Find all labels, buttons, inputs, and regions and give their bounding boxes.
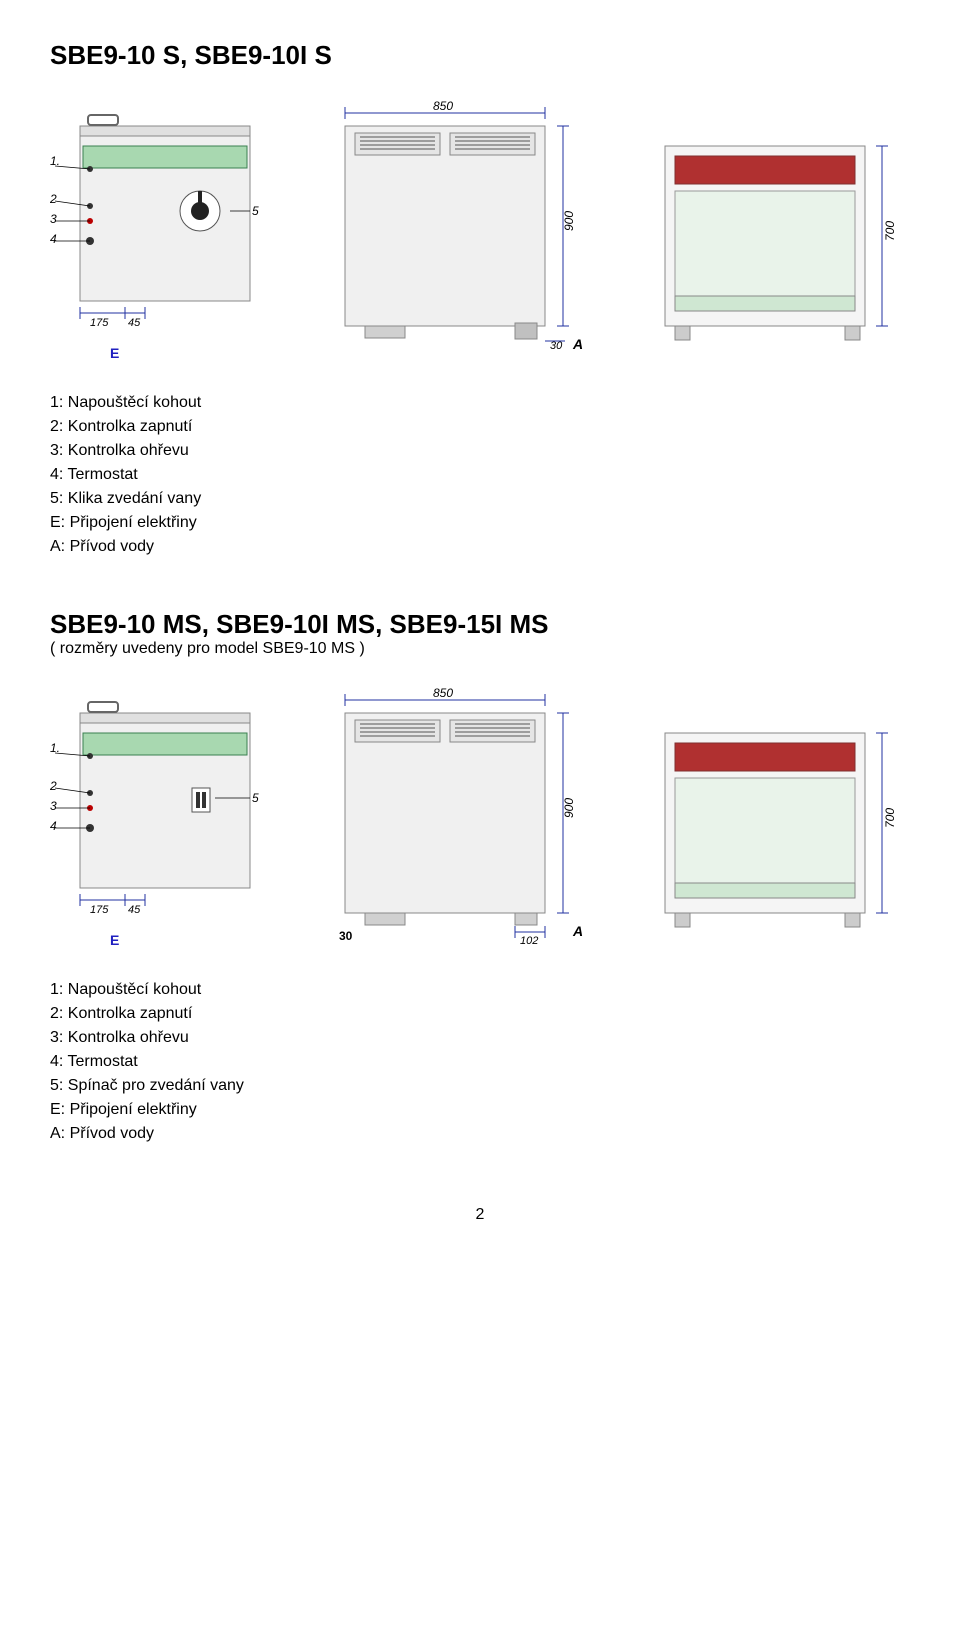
legend-line: A: Přívod vody xyxy=(50,1122,910,1146)
page-number: 2 xyxy=(50,1206,910,1224)
legend-1: 1: Napouštěcí kohout 2: Kontrolka zapnut… xyxy=(50,391,910,559)
main-view-svg-2: 850 900 30 102 A xyxy=(315,688,595,948)
legend-line: 1: Napouštěcí kohout xyxy=(50,978,910,1002)
svg-text:4: 4 xyxy=(50,819,57,833)
legend-line: 2: Kontrolka zapnutí xyxy=(50,1002,910,1026)
svg-text:2: 2 xyxy=(50,192,57,206)
svg-text:900: 900 xyxy=(562,211,576,231)
svg-text:2: 2 xyxy=(50,779,57,793)
svg-text:5: 5 xyxy=(252,204,259,218)
svg-text:A: A xyxy=(572,923,583,939)
legend-line: 4: Termostat xyxy=(50,463,910,487)
side-view-svg: 700 xyxy=(650,131,910,361)
main-view-svg: 850 900 30 A xyxy=(315,101,595,361)
svg-text:3: 3 xyxy=(50,212,57,226)
svg-text:700: 700 xyxy=(883,808,897,828)
caption-e-1: E xyxy=(110,345,119,361)
legend-line: 3: Kontrolka ohřevu xyxy=(50,1026,910,1050)
svg-text:700: 700 xyxy=(883,221,897,241)
svg-text:850: 850 xyxy=(433,688,453,700)
legend-line: 5: Spínač pro zvedání vany xyxy=(50,1074,910,1098)
svg-text:175: 175 xyxy=(90,904,109,916)
diagram-row-1: 1. 2 3 4 5 175 45 E 850 xyxy=(50,101,910,361)
svg-text:4: 4 xyxy=(50,232,57,246)
legend-line: E: Připojení elektřiny xyxy=(50,1098,910,1122)
legend-line: 3: Kontrolka ohřevu xyxy=(50,439,910,463)
front-view-svg-2: 1. 2 3 4 5 175 45 xyxy=(50,698,260,928)
side-view-svg-2: 700 xyxy=(650,718,910,948)
diagram-front-2: 1. 2 3 4 5 175 45 E xyxy=(50,698,260,948)
svg-text:30: 30 xyxy=(339,929,353,943)
svg-text:45: 45 xyxy=(128,904,141,916)
legend-line: A: Přívod vody xyxy=(50,535,910,559)
subnote: ( rozměry uvedeny pro model SBE9-10 MS ) xyxy=(50,640,910,658)
legend-line: E: Připojení elektřiny xyxy=(50,511,910,535)
legend-line: 2: Kontrolka zapnutí xyxy=(50,415,910,439)
caption-e-2: E xyxy=(110,932,119,948)
svg-text:45: 45 xyxy=(128,317,141,329)
diagram-main-2: 850 900 30 102 A xyxy=(315,688,595,948)
svg-text:3: 3 xyxy=(50,799,57,813)
svg-text:5: 5 xyxy=(252,791,259,805)
svg-text:175: 175 xyxy=(90,317,109,329)
legend-line: 4: Termostat xyxy=(50,1050,910,1074)
svg-text:850: 850 xyxy=(433,101,453,113)
svg-text:1.: 1. xyxy=(50,741,60,755)
front-view-svg: 1. 2 3 4 5 175 45 xyxy=(50,111,260,341)
diagram-front-1: 1. 2 3 4 5 175 45 E xyxy=(50,111,260,361)
diagram-side-2: 700 xyxy=(650,718,910,948)
svg-text:A: A xyxy=(572,336,583,352)
svg-text:900: 900 xyxy=(562,798,576,818)
svg-text:30: 30 xyxy=(550,340,563,352)
legend-line: 1: Napouštěcí kohout xyxy=(50,391,910,415)
svg-text:1.: 1. xyxy=(50,154,60,168)
diagram-main-1: 850 900 30 A xyxy=(315,101,595,361)
legend-line: 5: Klika zvedání vany xyxy=(50,487,910,511)
subtitle: SBE9-10 MS, SBE9-10I MS, SBE9-15I MS xyxy=(50,609,910,640)
diagram-row-2: 1. 2 3 4 5 175 45 E 850 xyxy=(50,688,910,948)
svg-text:102: 102 xyxy=(520,935,538,947)
page-title: SBE9-10 S, SBE9-10I S xyxy=(50,40,910,71)
legend-2: 1: Napouštěcí kohout 2: Kontrolka zapnut… xyxy=(50,978,910,1146)
diagram-side-1: 700 xyxy=(650,131,910,361)
